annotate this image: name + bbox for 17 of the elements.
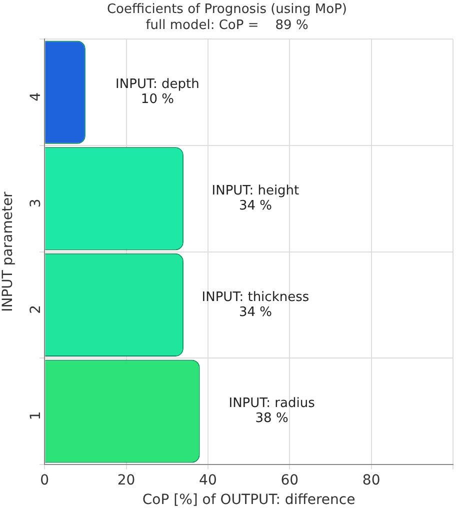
chart-subtitle: full model: CoP = 89 % [146, 18, 308, 33]
y-tick-label: 3 [28, 198, 44, 208]
y-tick-label: 2 [28, 304, 44, 314]
x-tick-label: 80 [362, 472, 380, 488]
x-tick-label: 60 [280, 472, 299, 488]
data-label: INPUT: radius 38 % [228, 396, 316, 426]
y-axis-title: INPUT parameter [0, 191, 16, 312]
x-tick-label: 20 [117, 472, 136, 488]
data-label: INPUT: depth 10 % [116, 77, 200, 108]
data-label: INPUT: height 34 % [212, 184, 300, 214]
x-axis-title: CoP [%] of OUTPUT: difference [142, 492, 356, 508]
chart-title: Coefficients of Prognosis (using MoP) [106, 2, 348, 18]
y-tick-label: 1 [28, 411, 44, 420]
y-tick-label: 4 [28, 92, 44, 102]
x-tick-label: 0 [40, 472, 50, 488]
x-tick-label: 40 [199, 472, 217, 488]
data-label: INPUT: thickness 34 % [202, 290, 310, 320]
